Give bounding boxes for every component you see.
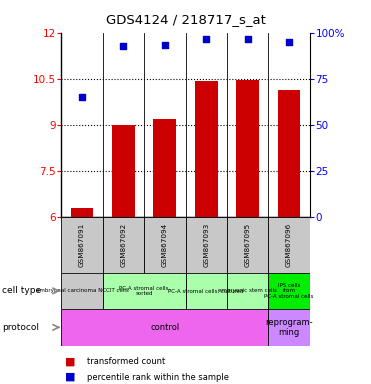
Bar: [227, 273, 268, 309]
Bar: [70, 209, 93, 217]
Text: GSM867091: GSM867091: [79, 223, 85, 267]
Bar: [268, 217, 310, 273]
Bar: [268, 309, 310, 346]
Bar: [144, 217, 186, 273]
Bar: [103, 273, 186, 309]
Bar: [227, 217, 268, 273]
Text: cell type: cell type: [2, 286, 41, 295]
Bar: [61, 273, 103, 309]
Text: PC-A stromal cells, cultured: PC-A stromal cells, cultured: [168, 288, 244, 293]
Bar: [103, 217, 144, 273]
Bar: [278, 90, 301, 217]
Text: PC-A stromal cells,
sorted: PC-A stromal cells, sorted: [118, 285, 170, 296]
Point: [162, 42, 168, 48]
Text: GSM867092: GSM867092: [120, 223, 127, 267]
Bar: [186, 217, 227, 273]
Text: GSM867093: GSM867093: [203, 223, 209, 267]
Text: transformed count: transformed count: [87, 357, 165, 366]
Text: protocol: protocol: [2, 323, 39, 332]
Text: GSM867095: GSM867095: [244, 223, 251, 267]
Text: GDS4124 / 218717_s_at: GDS4124 / 218717_s_at: [106, 13, 265, 26]
Bar: [236, 79, 259, 217]
Point: [120, 43, 126, 50]
Text: ■: ■: [65, 357, 75, 367]
Text: embryonic stem cells: embryonic stem cells: [218, 288, 277, 293]
Point: [79, 94, 85, 100]
Bar: [112, 125, 135, 217]
Text: reprogram-
ming: reprogram- ming: [265, 318, 313, 337]
Bar: [153, 119, 176, 217]
Text: percentile rank within the sample: percentile rank within the sample: [87, 372, 229, 382]
Text: GSM867094: GSM867094: [162, 223, 168, 267]
Bar: [268, 273, 310, 309]
Bar: [195, 81, 218, 217]
Text: control: control: [150, 323, 180, 332]
Bar: [186, 273, 227, 309]
Text: embryonal carcinoma NCCIT cells: embryonal carcinoma NCCIT cells: [36, 288, 128, 293]
Point: [286, 40, 292, 46]
Point: [245, 36, 251, 43]
Point: [203, 36, 209, 43]
Text: ■: ■: [65, 372, 75, 382]
Text: IPS cells
from
PC-A stromal cells: IPS cells from PC-A stromal cells: [265, 283, 314, 299]
Bar: [61, 309, 268, 346]
Bar: [61, 217, 103, 273]
Text: GSM867096: GSM867096: [286, 223, 292, 267]
